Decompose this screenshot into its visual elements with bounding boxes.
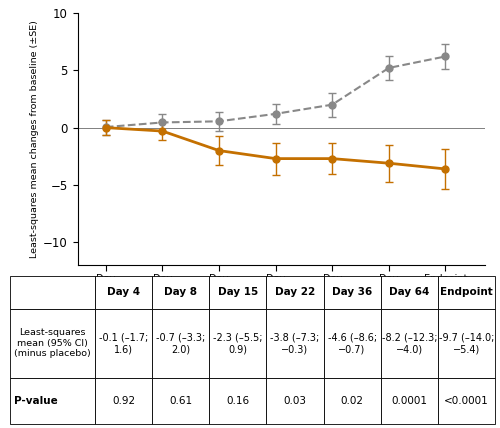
Text: 0.03: 0.03 [284,396,306,406]
Text: Day 64: Day 64 [389,287,430,297]
Y-axis label: Least-squares mean changes from baseline (±SE): Least-squares mean changes from baseline… [30,20,39,258]
Text: Day 15: Day 15 [218,287,258,297]
Text: Day 36: Day 36 [332,287,372,297]
Text: <0.0001: <0.0001 [444,396,489,406]
Text: -8.2 (–12.3;
−4.0): -8.2 (–12.3; −4.0) [382,333,437,354]
Text: 0.92: 0.92 [112,396,135,406]
Text: -0.1 (–1.7;
1.6): -0.1 (–1.7; 1.6) [99,333,148,354]
Text: -2.3 (–5.5;
0.9): -2.3 (–5.5; 0.9) [213,333,262,354]
Text: -3.8 (–7.3;
−0.3): -3.8 (–7.3; −0.3) [270,333,320,354]
Text: Day 22: Day 22 [275,287,315,297]
Text: 0.02: 0.02 [340,396,363,406]
Text: -0.7 (–3.3;
2.0): -0.7 (–3.3; 2.0) [156,333,205,354]
Text: P-value: P-value [14,396,58,406]
Text: 0.61: 0.61 [169,396,192,406]
Text: 0.0001: 0.0001 [392,396,428,406]
Text: -4.6 (–8.6;
−0.7): -4.6 (–8.6; −0.7) [328,333,376,354]
Text: Day 8: Day 8 [164,287,197,297]
Text: Endpoint: Endpoint [440,287,493,297]
Text: Day 4: Day 4 [107,287,140,297]
Text: 0.16: 0.16 [226,396,250,406]
Text: Least-squares
mean (95% CI)
(minus placebo): Least-squares mean (95% CI) (minus place… [14,328,91,358]
Text: -9.7 (–14.0;
−5.4): -9.7 (–14.0; −5.4) [438,333,494,354]
